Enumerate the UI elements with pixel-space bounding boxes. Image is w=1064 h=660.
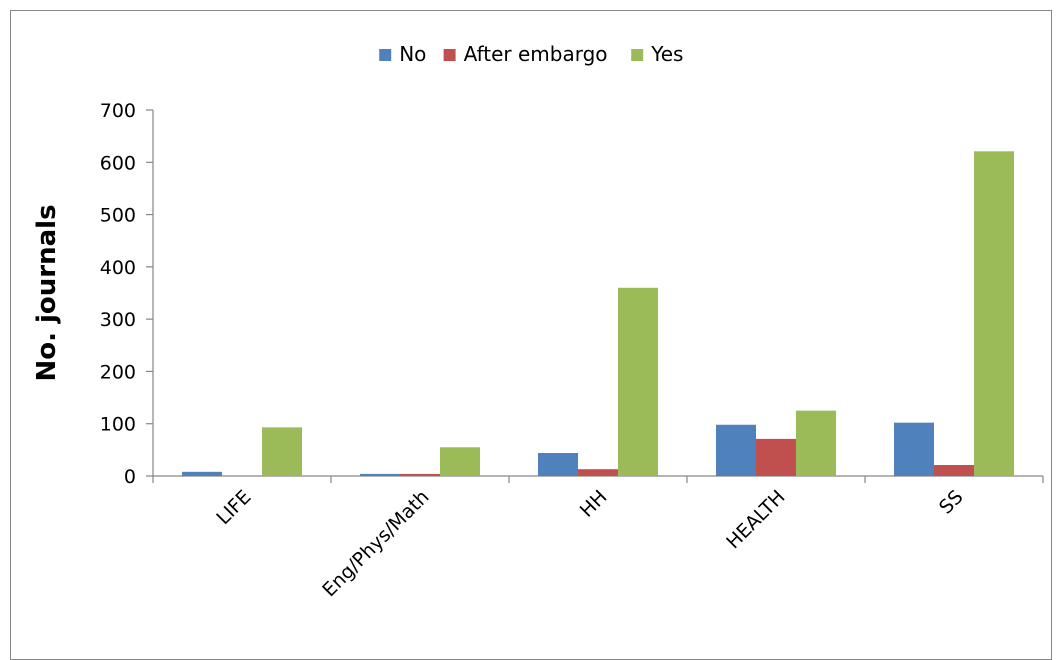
bar-no xyxy=(538,452,578,476)
bar-no xyxy=(182,471,222,476)
bar-after-embargo xyxy=(578,469,618,476)
bar-yes xyxy=(440,447,480,476)
y-tick-label: 200 xyxy=(100,361,136,383)
legend-swatch xyxy=(379,49,392,61)
x-category-label: Eng/Phys/Math xyxy=(318,486,433,601)
bar-no xyxy=(360,473,400,476)
bar-after-embargo xyxy=(934,465,974,476)
y-tick-label: 300 xyxy=(100,309,136,331)
bar-after-embargo xyxy=(756,438,796,476)
y-tick-label: 700 xyxy=(100,100,136,122)
chart-frame xyxy=(10,10,1052,660)
x-category-label: SS xyxy=(935,486,968,519)
y-axis: 0 100 200 300 400 500 600 700 xyxy=(100,100,154,488)
legend-label: No xyxy=(399,42,426,66)
bars xyxy=(182,151,1014,476)
bar-no xyxy=(894,422,934,476)
y-tick-label: 400 xyxy=(100,257,136,279)
x-axis: LIFE Eng/Phys/Math HH HEALTH SS xyxy=(152,475,1044,601)
bar-yes xyxy=(796,410,836,476)
legend: No After embargo Yes xyxy=(379,42,683,66)
legend-swatch xyxy=(631,49,644,61)
bar-yes xyxy=(974,151,1014,476)
x-category-label: LIFE xyxy=(212,486,255,529)
y-tick-label: 100 xyxy=(100,414,136,436)
x-category-label: HEALTH xyxy=(722,486,789,553)
y-tick-label: 600 xyxy=(100,152,136,174)
y-tick-label: 500 xyxy=(100,205,136,227)
x-category-label: HH xyxy=(576,486,612,522)
legend-label: Yes xyxy=(650,42,683,66)
legend-swatch xyxy=(443,49,456,61)
legend-label: After embargo xyxy=(464,42,608,66)
bar-yes xyxy=(262,427,302,476)
bar-no xyxy=(716,424,756,476)
bar-after-embargo xyxy=(400,473,440,476)
y-axis-title: No. journals xyxy=(32,204,62,381)
bar-yes xyxy=(618,287,658,476)
y-tick-label: 0 xyxy=(124,466,136,488)
